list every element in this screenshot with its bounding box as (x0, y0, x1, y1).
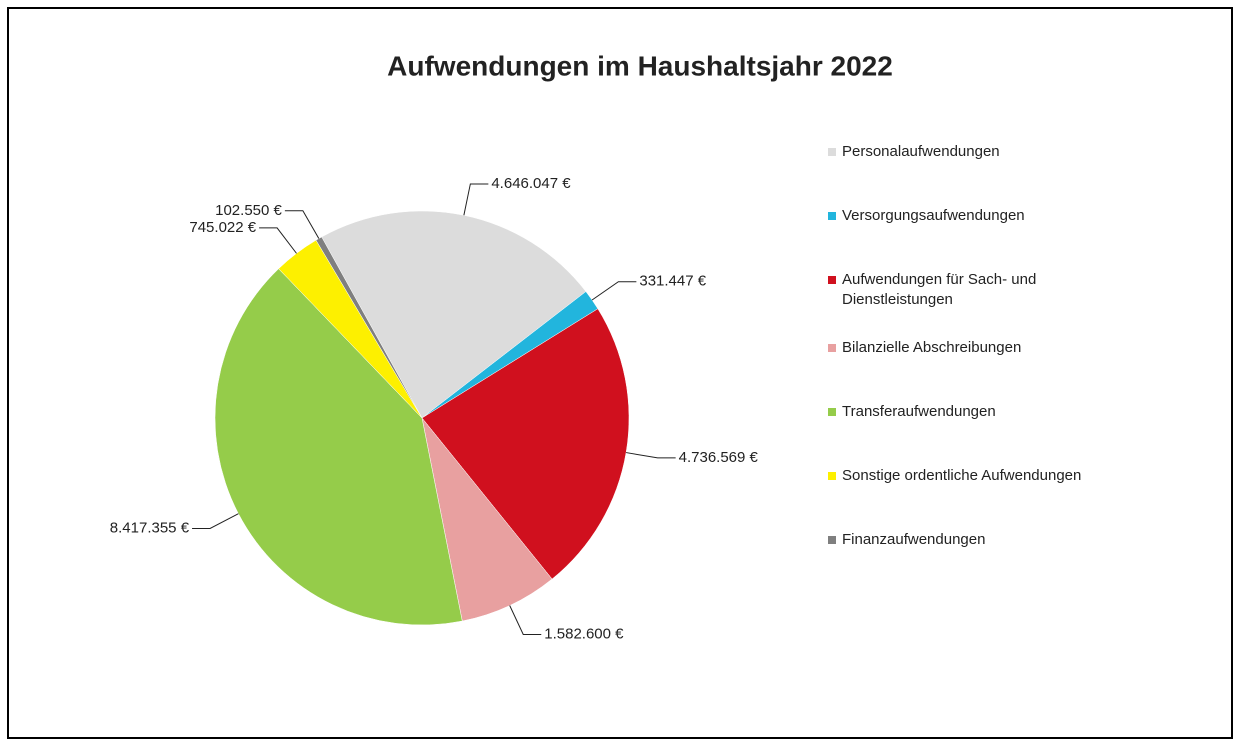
leader-line (509, 605, 542, 635)
leader-line (463, 183, 489, 216)
legend-entry: Versorgungsaufwendungen (828, 206, 1158, 226)
legend-entry: Bilanzielle Abschreibungen (828, 338, 1158, 358)
legend-label: Sonstige ordentliche Aufwendungen (842, 467, 1082, 484)
data-label: 102.550 € (215, 202, 282, 219)
pie-slice (321, 210, 587, 419)
legend-entry: Personalaufwendungen (828, 142, 1158, 162)
pie-slice (214, 268, 463, 626)
legend-label: Aufwendungen für Sach- und Dienstleistun… (842, 271, 1037, 308)
data-label: 8.417.355 € (110, 519, 190, 536)
leader-line (284, 210, 320, 239)
data-label: 4.646.047 € (491, 175, 571, 192)
pie-slice (421, 417, 553, 622)
legend-entry: Aufwendungen für Sach- und Dienstleistun… (828, 270, 1158, 310)
legend-swatch (828, 276, 836, 284)
legend-label: Bilanzielle Abschreibungen (842, 339, 1022, 356)
data-label: 745.022 € (189, 219, 256, 236)
leader-line (259, 227, 297, 254)
leader-line (626, 452, 676, 459)
legend: Personalaufwendungen Versorgungsaufwendun… (828, 142, 1158, 550)
leader-line (192, 513, 239, 529)
legend-entry: Finanzaufwendungen (828, 530, 1158, 550)
legend-swatch (828, 148, 836, 156)
legend-swatch (828, 344, 836, 352)
chart-title: Aufwendungen im Haushaltsjahr 2022 (387, 50, 893, 81)
legend-label: Versorgungsaufwendungen (842, 207, 1025, 224)
legend-label: Personalaufwendungen (842, 143, 1000, 160)
legend-entry: Transferaufwendungen (828, 402, 1158, 422)
legend-label: Transferaufwendungen (842, 403, 996, 420)
legend-swatch (828, 408, 836, 416)
data-label: 1.582.600 € (544, 625, 624, 642)
data-label: 331.447 € (639, 273, 706, 290)
data-label: 4.736.569 € (679, 449, 759, 466)
pie-slice (315, 236, 423, 419)
pie-slice (421, 308, 630, 580)
leader-line (591, 281, 637, 301)
legend-entry: Sonstige ordentliche Aufwendungen (828, 466, 1158, 486)
legend-swatch (828, 472, 836, 480)
legend-label: Finanzaufwendungen (842, 531, 986, 548)
legend-swatch (828, 212, 836, 220)
legend-swatch (828, 536, 836, 544)
